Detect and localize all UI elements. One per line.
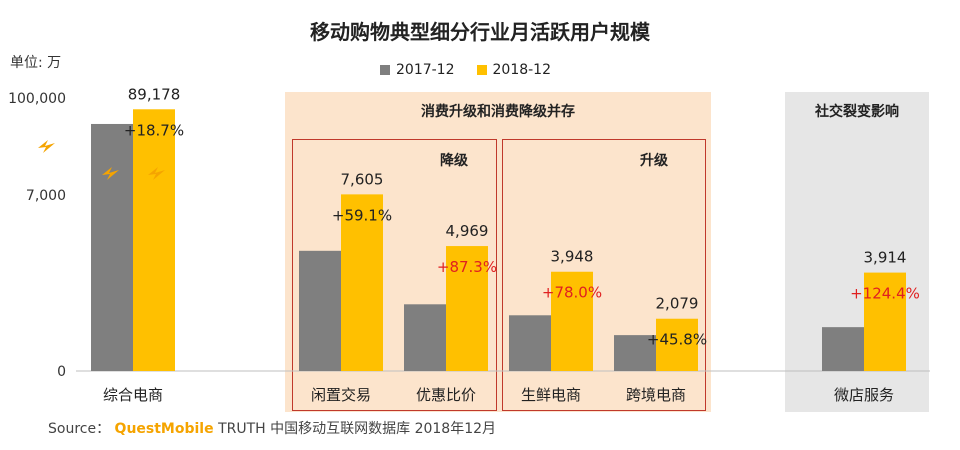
bar-2018-5	[864, 272, 906, 371]
downgrade-box	[292, 139, 497, 411]
legend-item-2017: 2017-12	[380, 62, 455, 78]
category-label-5: 微店服务	[834, 386, 894, 404]
growth-label-2: +87.3%	[437, 258, 497, 276]
legend-item-2018: 2018-12	[476, 62, 552, 78]
legend-label-2018: 2018-12	[492, 62, 552, 78]
bar-2017-1	[299, 250, 341, 371]
break-mark-bar-2017-icon	[102, 167, 119, 180]
bar-2017-0	[91, 123, 133, 371]
source-line: Source： QuestMobile TRUTH 中国移动互联网数据库 201…	[48, 418, 496, 438]
legend-label-2017: 2017-12	[396, 62, 455, 78]
category-label-0: 综合电商	[103, 386, 163, 404]
y-tick-label-2: 0	[57, 364, 66, 380]
bar-2018-2	[446, 246, 488, 371]
category-label-3: 生鲜电商	[521, 386, 581, 404]
growth-label-3: +78.0%	[542, 284, 602, 302]
category-label-1: 闲置交易	[311, 386, 371, 404]
growth-label-1: +59.1%	[332, 206, 392, 224]
legend: 2017-12 2018-12	[380, 62, 551, 78]
break-mark-bar-2018-icon	[148, 167, 165, 180]
downgrade-box-title: 降级	[440, 153, 468, 169]
value-label-2: 4,969	[446, 222, 489, 240]
bar-2017-2	[404, 304, 446, 371]
bar-2017-4	[614, 335, 656, 371]
source-prefix: Source：	[48, 421, 111, 437]
bar-2017-5	[822, 327, 864, 371]
value-label-1: 7,605	[341, 170, 384, 188]
chart-title: 移动购物典型细分行业月活跃用户规模	[310, 20, 650, 44]
source-suffix: TRUTH 中国移动互联网数据库 2018年12月	[218, 421, 497, 437]
value-label-3: 3,948	[551, 248, 594, 266]
social-panel-title: 社交裂变影响	[815, 104, 899, 120]
value-label-4: 2,079	[656, 295, 699, 313]
axis-break-icon	[38, 140, 55, 153]
source-brand: QuestMobile	[114, 421, 214, 437]
category-label-4: 跨境电商	[626, 386, 686, 404]
bar-2018-1	[341, 194, 383, 371]
growth-label-4: +45.8%	[647, 331, 707, 349]
upgrade-box-title: 升级	[640, 153, 668, 169]
legend-swatch-2018	[476, 65, 487, 75]
legend-swatch-2017	[380, 65, 390, 75]
y-tick-label-0: 100,000	[8, 91, 66, 107]
upgrade-box	[502, 139, 706, 411]
y-tick-label-1: 7,000	[26, 188, 66, 204]
bar-2018-4	[656, 318, 698, 371]
bar-2018-0	[133, 109, 175, 371]
value-label-5: 3,914	[864, 249, 907, 267]
bar-2017-3	[509, 315, 551, 371]
growth-label-5: +124.4%	[850, 285, 920, 303]
category-label-2: 优惠比价	[416, 386, 476, 404]
bar-2018-3	[551, 271, 593, 371]
value-label-0: 89,178	[128, 85, 181, 103]
consumption-panel-title: 消费升级和消费降级并存	[421, 104, 575, 120]
unit-label: 单位: 万	[10, 55, 62, 71]
growth-label-0: +18.7%	[124, 121, 184, 139]
